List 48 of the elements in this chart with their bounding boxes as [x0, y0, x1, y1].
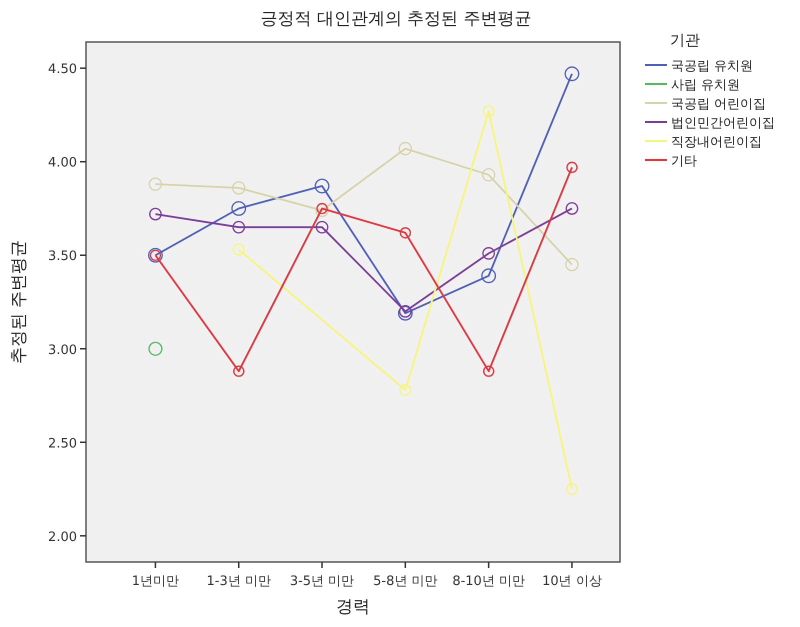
- y-axis-title: 추정된 주변평균: [9, 240, 29, 364]
- legend-label: 사립 유치원: [671, 78, 740, 93]
- legend-label: 기타: [671, 154, 697, 169]
- point: [398, 305, 412, 318]
- point: [481, 268, 496, 284]
- legend-label: 직장내어린이집: [671, 135, 762, 150]
- point: [231, 201, 246, 216]
- y-tick-label: 3.00: [48, 342, 77, 358]
- x-tick-label: 5-8년 미만: [373, 574, 438, 589]
- point: [315, 204, 329, 218]
- x-tick-label: 1-3년 미만: [206, 574, 271, 589]
- y-tick-label: 3.50: [48, 249, 77, 264]
- legend-label: 국공립 어린이집: [671, 97, 766, 112]
- legend-label: 법인민간어린이집: [671, 116, 775, 131]
- point: [316, 202, 328, 214]
- point: [482, 105, 495, 118]
- point: [314, 178, 330, 194]
- chart-title: 긍정적 대인관계의 추정된 주변평균: [260, 9, 532, 29]
- point: [232, 244, 245, 256]
- x-tick-label: 1년미만: [132, 574, 180, 589]
- point: [232, 220, 246, 234]
- x-tick-label: 3-5년 미만: [290, 574, 354, 589]
- point: [566, 162, 578, 173]
- point: [565, 258, 579, 272]
- point: [232, 181, 246, 195]
- y-tick-label: 2.00: [48, 530, 77, 545]
- x-tick-label: 8-10년 미만: [452, 574, 525, 589]
- point: [148, 177, 162, 191]
- y-tick-label: 2.50: [48, 436, 77, 452]
- point: [482, 168, 496, 182]
- point: [149, 208, 162, 220]
- x-tick-label: 10년 이상: [542, 574, 602, 589]
- point: [316, 220, 328, 234]
- point: [566, 483, 578, 496]
- point: [233, 366, 244, 377]
- point: [400, 227, 411, 238]
- point: [566, 202, 578, 215]
- point: [482, 366, 494, 377]
- y-tick-label: 4.50: [48, 62, 77, 78]
- legend-label: 국공립 유치원: [671, 59, 754, 74]
- point: [564, 66, 580, 82]
- legend-title: 기관: [670, 31, 700, 49]
- point: [399, 384, 412, 396]
- y-tick-label: 4.00: [48, 156, 77, 171]
- point: [398, 142, 412, 156]
- point: [482, 247, 495, 260]
- x-axis-title: 경력: [336, 597, 370, 617]
- point: [398, 306, 413, 321]
